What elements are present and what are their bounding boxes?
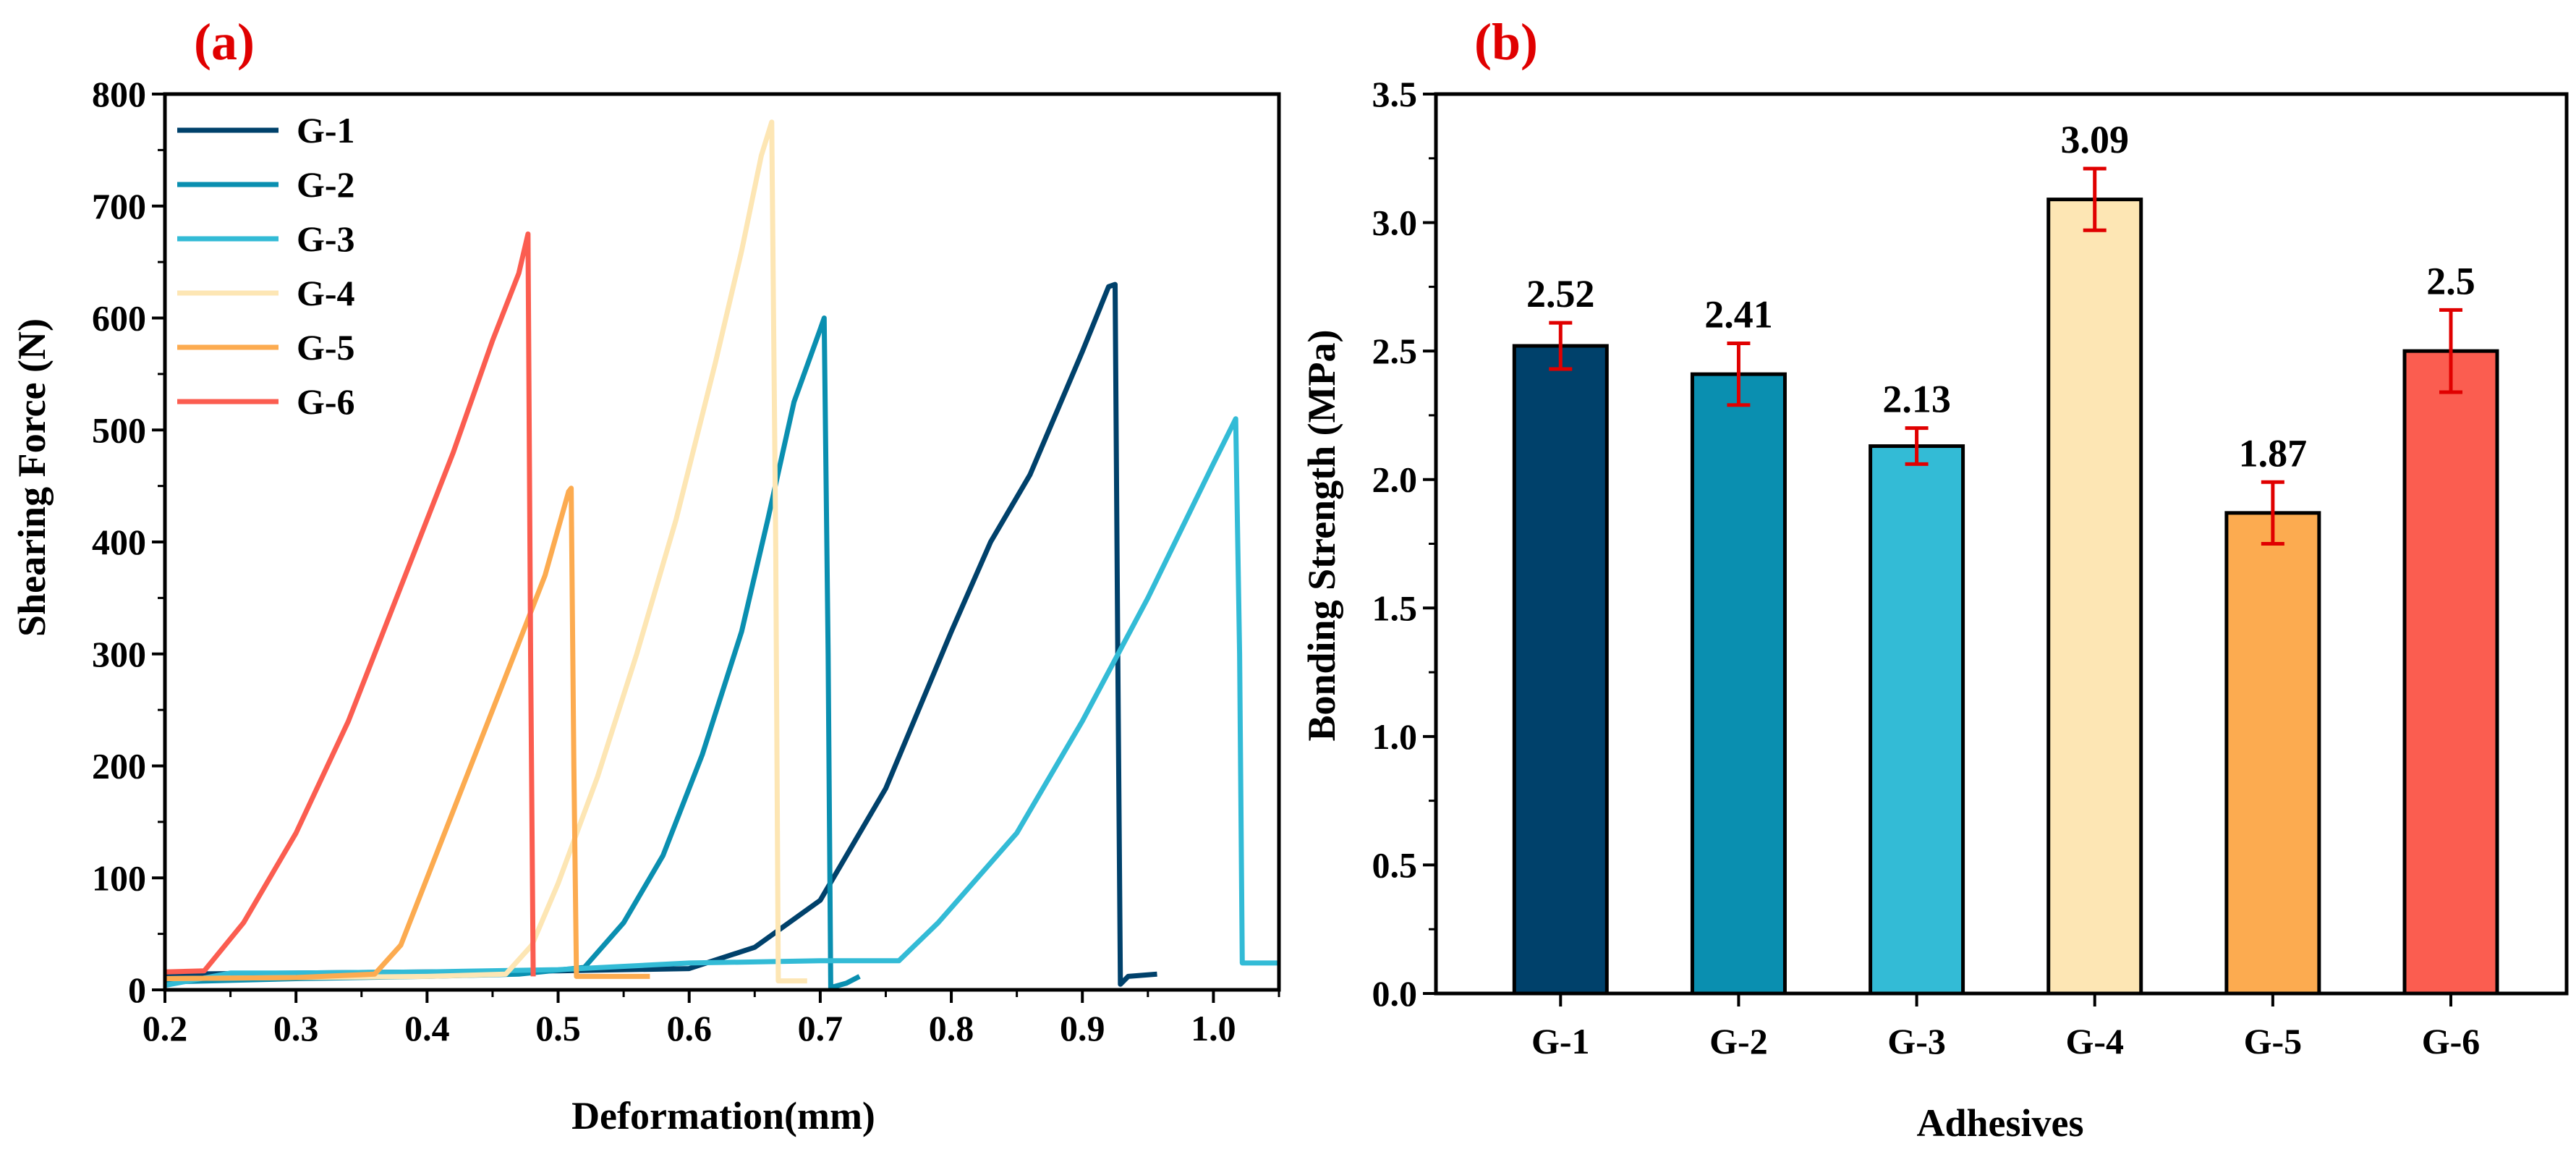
legend-label-g-4: G-4 [297,273,355,313]
x-tick-label: 0.4 [404,1008,450,1048]
y-tick-label: 2.5 [1372,331,1418,371]
y-tick-label: 100 [92,857,146,898]
panel-b-plot-area: 2.52 G-1 2.41 G-2 2.13 G-3 3.09 G-4 1.87 G-5 2.5 G-… [1372,74,2569,1061]
x-tick-label: 1.0 [1191,1008,1236,1048]
category-label-g-1: G-1 [1531,1021,1590,1061]
panel-a-legend: G-1 G-2 G-3 G-4 G-5 G-6 [177,110,355,422]
legend-label-g-1: G-1 [297,110,355,151]
bar-value-label-g-4: 3.09 [2060,118,2129,161]
bar-g-5 [2224,511,2321,996]
panel-b-label: (b) [1474,13,1538,71]
panel-a-x-axis-title: Deformation(mm) [571,1094,875,1137]
x-tick-label: 0.3 [273,1008,319,1048]
bar-g-4 [2046,198,2143,996]
y-tick-label: 700 [92,186,146,226]
y-tick-label: 0.5 [1372,844,1418,885]
bar-g-6 [2402,349,2499,996]
y-tick-label: 1.5 [1372,588,1418,628]
panel-a-label: (a) [194,13,255,71]
bar-g-2 [1690,372,1787,996]
panel-a-plot-area: 0.2 0.3 0.4 0.5 0.6 0.7 0.8 0.9 1.0 0 100 200 300 400… [92,74,1281,1048]
category-label-g-2: G-2 [1709,1021,1768,1061]
x-tick-label: 0.8 [929,1008,974,1048]
bar-g-3 [1869,444,1965,996]
category-label-g-3: G-3 [1887,1021,1946,1061]
legend-label-g-5: G-5 [297,327,355,368]
bar-value-label-g-6: 2.5 [2426,259,2475,302]
y-tick-label: 300 [92,634,146,674]
y-tick-label: 800 [92,74,146,114]
x-tick-label: 0.7 [798,1008,843,1048]
y-tick-label: 3.0 [1372,203,1418,243]
legend-label-g-2: G-2 [297,164,355,205]
y-tick-label: 1.0 [1372,716,1418,757]
y-tick-label: 3.5 [1372,74,1418,114]
y-tick-label: 600 [92,298,146,339]
panel-b-bar-chart: (b) 2.52G-12.41G-22.13G-33.09G-41.87G-52… [1300,13,2569,1145]
panel-a-line-chart: (a) 0.2 0.3 0.4 0.5 0.6 0.7 0.8 0.9 1.0 0 100 200 30… [10,13,1281,1137]
legend-label-g-3: G-3 [297,219,355,259]
bar-value-label-g-3: 2.13 [1882,378,1951,421]
y-tick-label: 200 [92,746,146,787]
panel-b-x-axis-title: Adhesives [1916,1101,2083,1145]
category-label-g-5: G-5 [2244,1021,2303,1061]
legend-label-g-6: G-6 [297,381,355,422]
bar-value-label-g-5: 1.87 [2239,431,2308,475]
category-label-g-4: G-4 [2065,1021,2124,1061]
y-tick-label: 0 [128,970,146,1010]
y-tick-label: 2.0 [1372,459,1418,500]
bar-g-1 [1512,344,1609,996]
bar-value-label-g-2: 2.41 [1704,292,1773,336]
y-tick-label: 0.0 [1372,973,1418,1014]
x-tick-label: 0.6 [666,1008,712,1048]
series-line-g-5 [164,486,650,981]
bar-value-label-g-1: 2.52 [1526,272,1595,315]
y-tick-label: 400 [92,522,146,562]
series-line-g-4 [164,119,807,984]
panel-b-y-axis-title: Bonding Strength (MPa) [1300,329,1343,741]
x-tick-label: 0.9 [1060,1008,1105,1048]
x-tick-label: 0.2 [143,1008,188,1048]
series-line-g-3 [164,416,1279,988]
series-line-g-6 [164,231,536,977]
y-tick-label: 500 [92,410,146,450]
x-tick-label: 0.5 [535,1008,581,1048]
panel-a-y-axis-title: Shearing Force (N) [10,318,54,637]
category-label-g-6: G-6 [2422,1021,2481,1061]
